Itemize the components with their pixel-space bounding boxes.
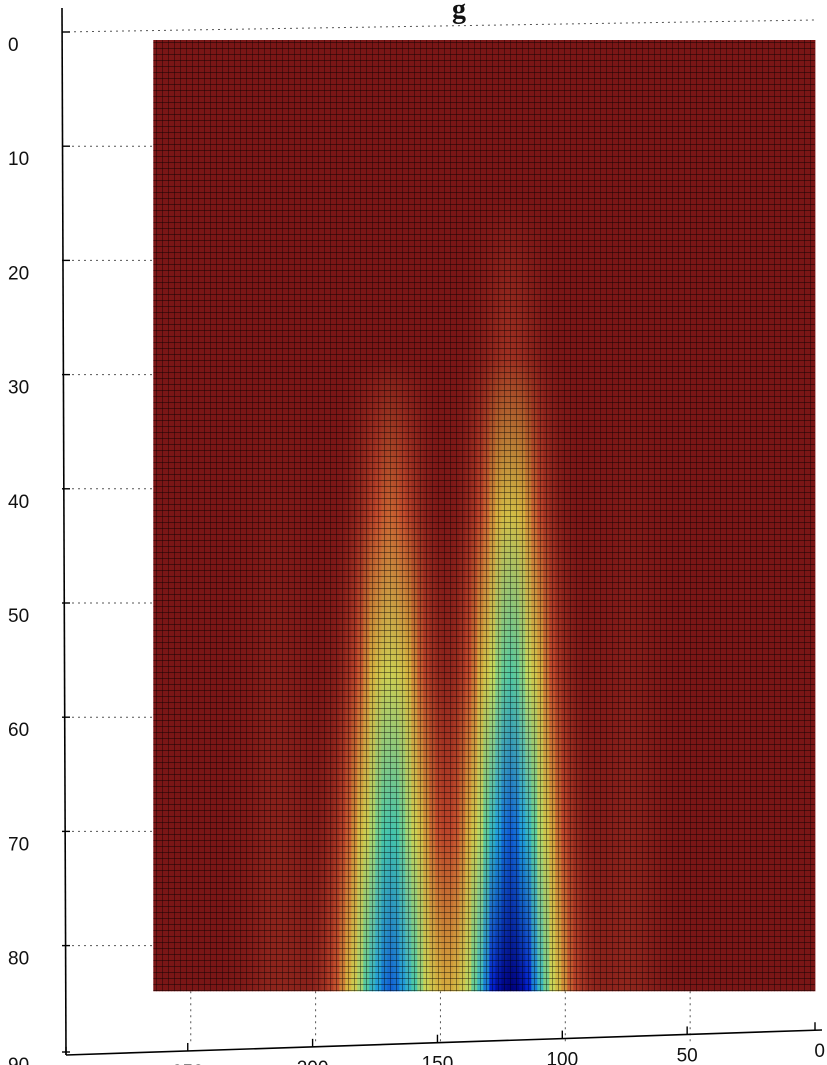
y-tick-label: 20 <box>8 263 29 284</box>
top-grid-line <box>61 19 816 33</box>
y-tick-label: 40 <box>8 492 29 513</box>
axes <box>61 7 823 1056</box>
y-tick-label: 30 <box>8 378 29 399</box>
x-tick-label: 50 <box>677 1045 698 1065</box>
x-tick-label: 100 <box>546 1050 578 1065</box>
x-tick-label: 0 <box>814 1041 825 1062</box>
y-tick-label: 50 <box>8 606 29 627</box>
x-tick-label: 200 <box>297 1058 329 1065</box>
x-tick-label: 250 <box>172 1062 204 1065</box>
y-tick-label: 10 <box>8 149 29 170</box>
y-axis-line <box>61 7 67 1056</box>
y-axis-ticks: 0 10 20 30 40 50 60 70 80 90 <box>8 31 70 1065</box>
surface-mesh <box>153 40 816 992</box>
y-tick-label: 0 <box>8 35 19 56</box>
x-axis-ticks: 300250200150100500 <box>65 1022 825 1065</box>
y-tick-label: 90 <box>8 1055 29 1065</box>
y-tick-label: 60 <box>8 720 29 741</box>
y-tick-label: 70 <box>8 834 29 855</box>
y-tick-label: 80 <box>8 949 29 970</box>
title-fragment: g <box>452 0 466 25</box>
x-tick-label: 150 <box>422 1054 454 1065</box>
x-axis-line <box>65 1029 823 1056</box>
